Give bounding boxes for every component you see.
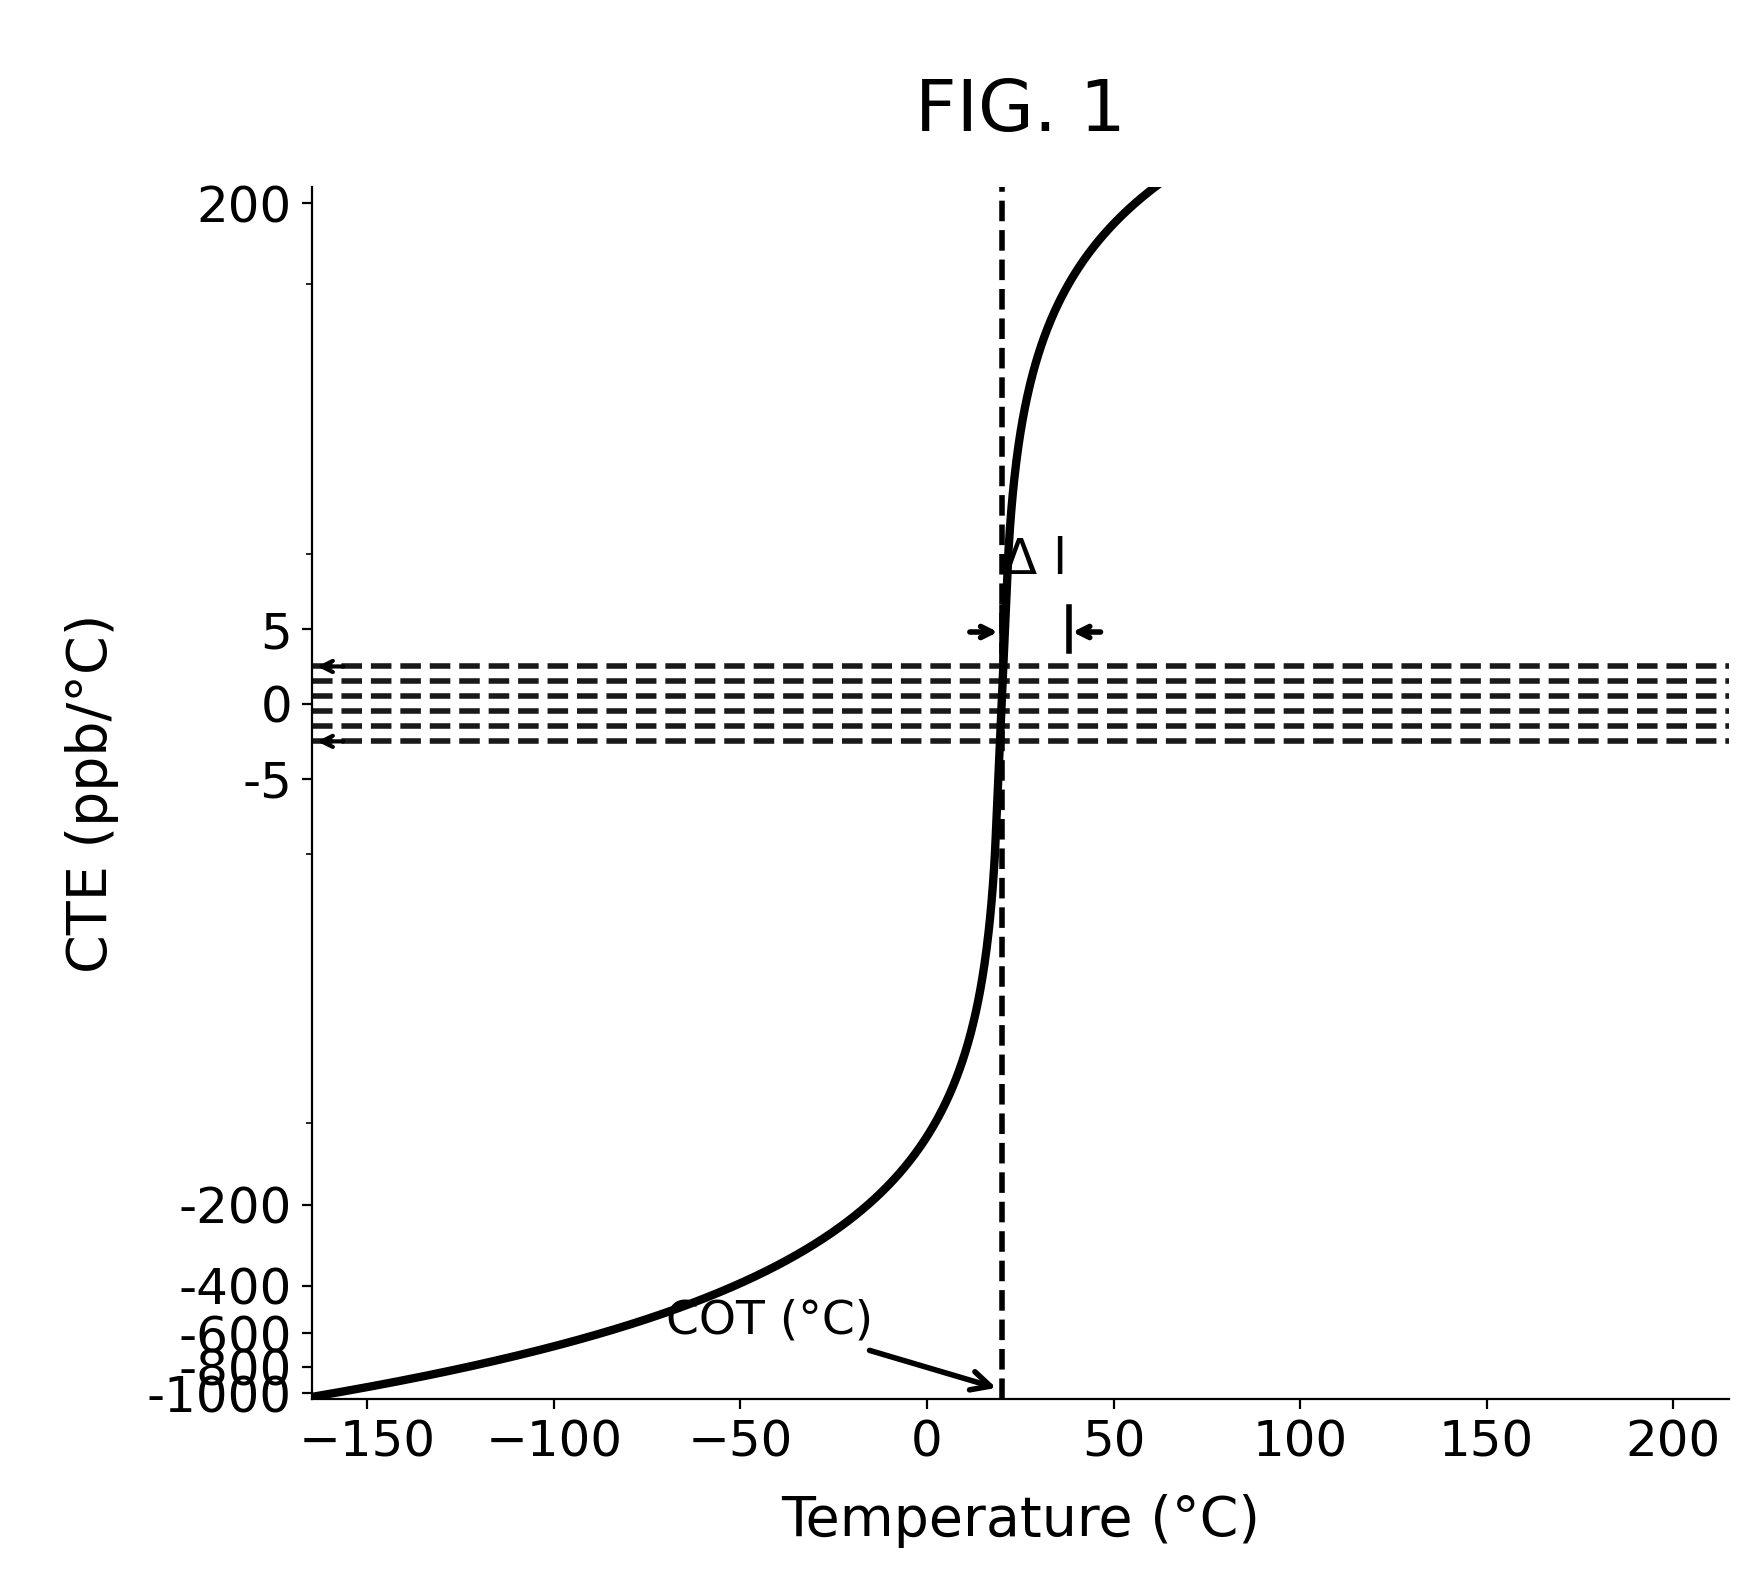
Y-axis label: CTE (ppb/°C): CTE (ppb/°C): [65, 614, 120, 972]
Text: Δ l: Δ l: [1003, 537, 1068, 584]
Text: COT (°C): COT (°C): [667, 1299, 990, 1390]
X-axis label: Temperature (°C): Temperature (°C): [781, 1494, 1259, 1548]
Title: FIG. 1: FIG. 1: [915, 77, 1126, 147]
